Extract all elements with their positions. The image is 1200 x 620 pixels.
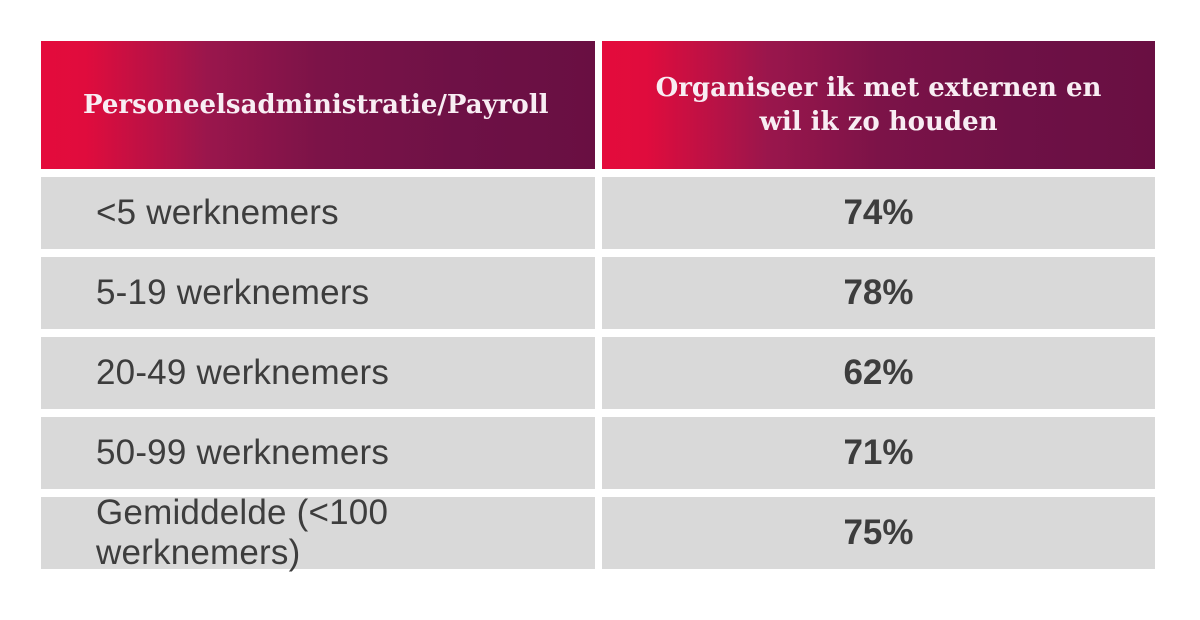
table-row-value: 71% — [602, 417, 1155, 489]
table-row-label: Gemiddelde (<100 werknemers) — [41, 493, 595, 572]
table-row-value: 74% — [602, 177, 1155, 249]
payroll-survey-table: Personeelsadministratie/Payroll Organise… — [41, 41, 1155, 572]
table-header-question-label: Organiseer ik met externen en wil ik zo … — [655, 73, 1102, 137]
table-row-label: 20-49 werknemers — [41, 337, 595, 409]
table-row-label: 5-19 werknemers — [41, 257, 595, 329]
table-header-category-label: Personeelsadministratie/Payroll — [83, 90, 549, 120]
table-row-value: 62% — [602, 337, 1155, 409]
table-row-label: <5 werknemers — [41, 177, 595, 249]
table-header-category: Personeelsadministratie/Payroll — [41, 41, 595, 169]
table-row-label: 50-99 werknemers — [41, 417, 595, 489]
table-row-value: 75% — [602, 497, 1155, 569]
table-header-question: Organiseer ik met externen en wil ik zo … — [602, 41, 1155, 169]
table-row-value: 78% — [602, 257, 1155, 329]
